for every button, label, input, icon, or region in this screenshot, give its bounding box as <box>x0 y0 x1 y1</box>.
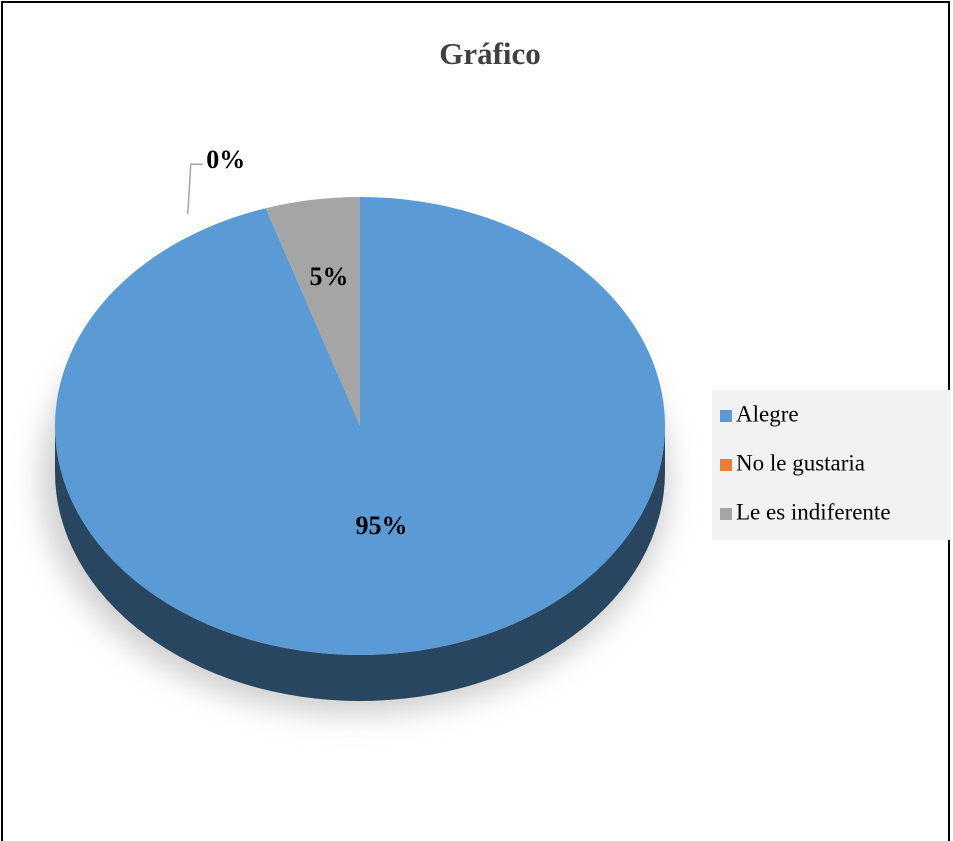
data-label: 0% <box>206 145 245 174</box>
data-label: 95% <box>355 511 407 540</box>
legend-swatch <box>720 508 732 520</box>
chart-title: Gráfico <box>439 36 541 71</box>
pie-slice <box>55 197 666 656</box>
leader-line <box>187 163 203 215</box>
legend-swatch <box>720 410 732 422</box>
legend-label: Alegre <box>736 401 799 426</box>
pie-slice <box>265 197 360 426</box>
legend-label: No le gustaria <box>736 450 865 475</box>
legend-swatch <box>720 459 732 471</box>
legend-box <box>712 390 951 540</box>
pie-slice <box>265 208 360 426</box>
legend-label: Le es indiferente <box>736 499 891 524</box>
data-label: 5% <box>309 262 348 291</box>
pie-side <box>55 426 665 701</box>
